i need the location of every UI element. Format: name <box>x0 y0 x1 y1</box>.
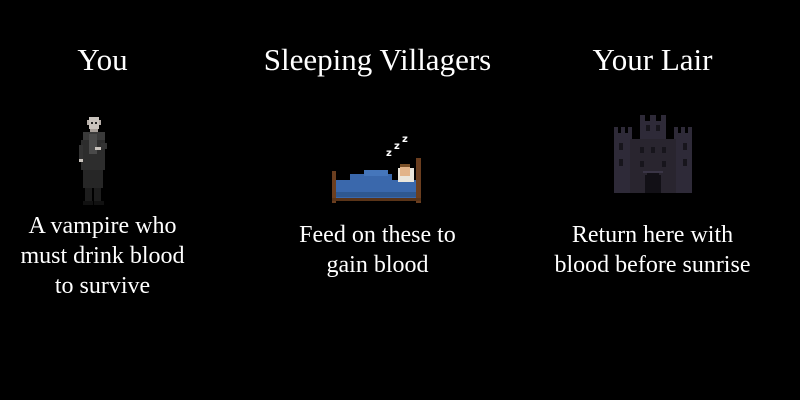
panel-villagers-title: Sleeping Villagers <box>263 42 492 77</box>
panel-villagers-description: Feed on these to gain blood <box>299 222 456 278</box>
svg-text:z: z <box>386 148 392 159</box>
panel-lair: Your Lair <box>535 0 770 400</box>
panel-villagers: Sleeping Villagers z z z <box>240 0 515 400</box>
panel-you-title: You <box>77 42 128 77</box>
panel-you-description: A vampire who must drink blood to surviv… <box>20 213 185 299</box>
panel-lair-title: Your Lair <box>592 42 713 77</box>
panel-you: You <box>0 0 205 400</box>
svg-text:z: z <box>394 141 400 152</box>
panel-lair-description: Return here with blood before sunrise <box>554 222 751 278</box>
sleeping-villager-bed-icon: z z z <box>330 128 426 206</box>
castle-icon <box>612 113 694 193</box>
vampire-icon <box>75 117 111 205</box>
svg-text:z: z <box>402 134 408 145</box>
